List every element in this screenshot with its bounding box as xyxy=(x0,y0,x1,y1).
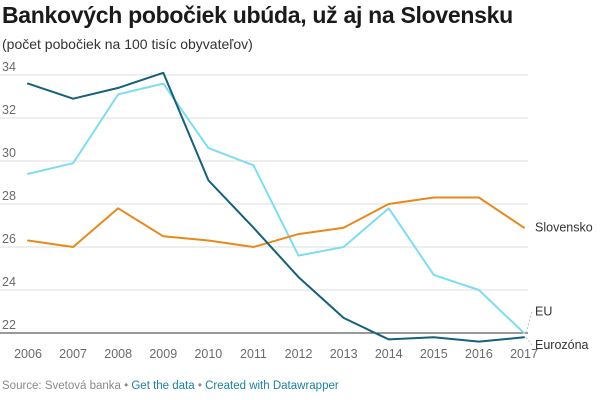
y-tick-label: 28 xyxy=(2,189,16,203)
x-tick-label: 2010 xyxy=(194,347,222,361)
series-line-slovensko xyxy=(27,196,525,248)
chart-subtitle: (počet pobočiek na 100 tisíc obyvateľov) xyxy=(2,36,253,52)
x-tick-label: 2011 xyxy=(240,347,267,361)
series-label: Slovensko xyxy=(535,221,593,235)
y-tick-label: 32 xyxy=(2,103,16,117)
x-tick-label: 2017 xyxy=(510,347,538,361)
series-lines xyxy=(27,71,525,343)
x-tick-label: 2008 xyxy=(104,347,132,361)
x-tick-label: 2006 xyxy=(14,347,42,361)
series-end-labels: Slovensko EU Eurozóna xyxy=(525,221,593,352)
y-tick-label: 34 xyxy=(2,60,16,74)
series-label: Eurozóna xyxy=(535,338,589,352)
y-gridlines: 22 24 26 28 30 32 34 xyxy=(0,60,528,334)
label-connector xyxy=(525,311,533,334)
x-tick-label: 2007 xyxy=(59,347,87,361)
get-the-data-link[interactable]: Get the data xyxy=(131,380,195,392)
y-tick-label: 24 xyxy=(2,275,16,289)
x-tick-label: 2014 xyxy=(375,347,403,361)
x-tick-label: 2012 xyxy=(285,347,313,361)
series-line-eurozóna xyxy=(27,71,525,343)
chart-footer: Source: Svetová banka • Get the data • C… xyxy=(2,380,339,392)
y-tick-label: 22 xyxy=(2,318,16,332)
label-connector xyxy=(525,336,533,346)
created-with-datawrapper-link[interactable]: Created with Datawrapper xyxy=(205,380,339,392)
chart-title: Bankových pobočiek ubúda, už aj na Slove… xyxy=(2,2,513,28)
x-tick-label: 2009 xyxy=(149,347,177,361)
y-tick-label: 30 xyxy=(2,146,16,160)
series-line-eu xyxy=(27,82,525,334)
y-tick-label: 26 xyxy=(2,232,16,246)
footer-separator: • xyxy=(197,380,202,392)
footer-separator: • xyxy=(124,380,129,392)
x-axis: 2006 2007 2008 2009 2010 2011 2012 2013 2014 2015… xyxy=(14,347,538,361)
x-tick-label: 2013 xyxy=(330,347,358,361)
x-tick-label: 2015 xyxy=(420,347,448,361)
x-tick-label: 2016 xyxy=(465,347,493,361)
series-label: EU xyxy=(535,305,552,319)
source-note: Source: Svetová banka xyxy=(2,380,121,392)
